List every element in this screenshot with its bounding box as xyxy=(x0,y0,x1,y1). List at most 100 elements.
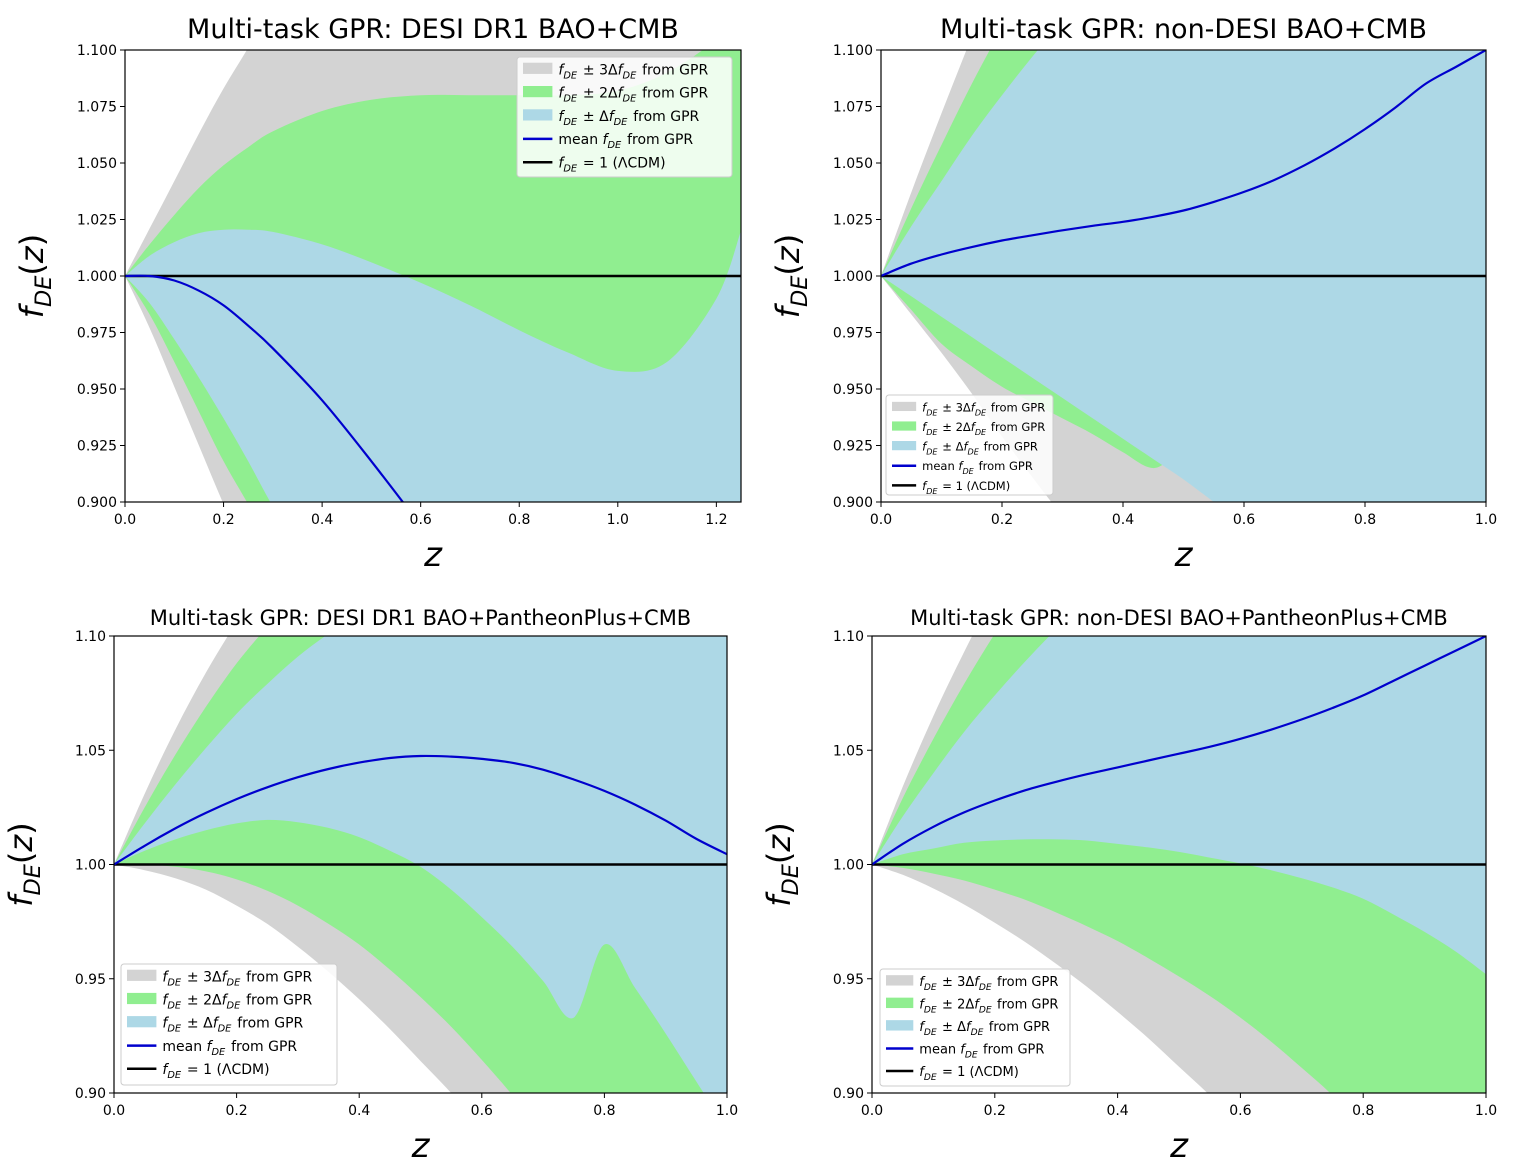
x-tick-label: 0.0 xyxy=(103,1103,125,1119)
chart-title: Multi-task GPR: DESI DR1 BAO+PantheonPlu… xyxy=(150,606,691,630)
x-axis-label: z xyxy=(423,535,443,575)
y-axis-label: fDE(z) xyxy=(13,234,57,318)
legend: fDE ± 3ΔfDE from GPR fDE ± 2ΔfDE from GPR… xyxy=(516,56,733,178)
chart-panel-1: 0.0 0.2 0.4 0.6 0.8 1.0 1.2 0.900 0.925 0.950 0.97… xyxy=(13,14,742,575)
legend-swatch-band1 xyxy=(886,1020,914,1031)
chart-panel-4: 0.0 0.2 0.4 0.6 0.8 1.0 0.90 0.95 1.00 1.05 1.10 Mu… xyxy=(760,606,1497,1166)
legend-swatch-band3 xyxy=(892,401,917,412)
legend-box xyxy=(879,968,1071,1087)
legend-label-lcdm: fDE = 1 (ΛCDM) xyxy=(919,1065,1019,1083)
legend: fDE ± 3ΔfDE from GPR fDE ± 2ΔfDE from GPR… xyxy=(120,963,338,1086)
band-1sigma xyxy=(125,229,741,502)
x-axis-label: z xyxy=(1169,1126,1189,1166)
y-tick-label: 1.00 xyxy=(833,858,864,874)
legend-label-band3: fDE ± 3ΔfDE from GPR xyxy=(922,400,1045,417)
mean-line xyxy=(872,636,1486,866)
chart-title: Multi-task GPR: non-DESI BAO+PantheonPlu… xyxy=(910,606,1448,630)
legend-label-band3: fDE ± 3ΔfDE from GPR xyxy=(919,975,1058,993)
mean-line xyxy=(114,754,727,866)
y-tick-label: 0.95 xyxy=(75,972,106,988)
legend-label-lcdm: fDE = 1 (ΛCDM) xyxy=(558,156,665,175)
legend-swatch-band1 xyxy=(523,109,553,121)
x-tick-label: 0.8 xyxy=(1354,512,1376,528)
y-axis-label: fDE(z) xyxy=(2,822,46,906)
y-tick-label: 1.000 xyxy=(833,269,873,285)
y-tick-label: 1.10 xyxy=(75,629,106,645)
x-tick-label: 0.2 xyxy=(212,512,234,528)
y-tick-label: 1.00 xyxy=(75,858,106,874)
legend-swatch-band1 xyxy=(127,1016,157,1028)
y-tick-label: 1.025 xyxy=(833,213,873,229)
x-tick-label: 0.6 xyxy=(1229,1103,1251,1119)
legend-label-lcdm: fDE = 1 (ΛCDM) xyxy=(922,479,1010,496)
y-tick-label: 1.050 xyxy=(77,156,117,172)
chart-title: Multi-task GPR: non-DESI BAO+CMB xyxy=(940,14,1427,45)
y-axis-label: fDE(z) xyxy=(769,234,813,318)
y-tick-label: 0.900 xyxy=(833,495,873,511)
x-tick-label: 1.0 xyxy=(716,1103,738,1119)
x-tick-label: 0.0 xyxy=(114,512,136,528)
x-tick-label: 0.2 xyxy=(984,1103,1006,1119)
plot-area xyxy=(872,636,1486,1093)
legend-label-band1: fDE ± ΔfDE from GPR xyxy=(919,1020,1050,1038)
y-tick-label: 1.050 xyxy=(833,156,873,172)
band-1sigma xyxy=(872,636,1486,975)
legend-label-band2: fDE ± 2ΔfDE from GPR xyxy=(162,993,312,1012)
y-tick-label: 0.950 xyxy=(833,382,873,398)
y-tick-label: 1.05 xyxy=(833,743,864,759)
legend-swatch-band2 xyxy=(523,86,553,98)
x-tick-label: 1.2 xyxy=(705,512,727,528)
legend-swatch-band1 xyxy=(892,441,917,451)
x-tick-label: 0.8 xyxy=(508,512,530,528)
x-tick-label: 0.4 xyxy=(1106,1103,1128,1119)
mean-line xyxy=(125,274,405,502)
legend-label-lcdm: fDE = 1 (ΛCDM) xyxy=(162,1062,269,1081)
y-tick-label: 1.000 xyxy=(77,269,117,285)
y-tick-label: 1.075 xyxy=(833,100,873,116)
legend: fDE ± 3ΔfDE from GPR fDE ± 2ΔfDE from GPR… xyxy=(879,968,1071,1087)
y-tick-label: 0.95 xyxy=(833,972,864,988)
x-tick-label: 1.0 xyxy=(1475,512,1497,528)
legend-swatch-band2 xyxy=(886,997,914,1009)
x-tick-label: 0.8 xyxy=(1352,1103,1374,1119)
x-tick-label: 0.4 xyxy=(311,512,333,528)
legend-label-mean: mean fDE from GPR xyxy=(919,1042,1044,1060)
x-axis-label: z xyxy=(411,1126,431,1166)
legend-label-band2: fDE ± 2ΔfDE from GPR xyxy=(558,86,708,105)
y-tick-label: 1.10 xyxy=(833,629,864,645)
legend-swatch-band3 xyxy=(127,969,157,981)
x-tick-label: 0.6 xyxy=(471,1103,493,1119)
legend-label-band3: fDE ± 3ΔfDE from GPR xyxy=(162,969,312,988)
legend-label-mean: mean fDE from GPR xyxy=(162,1039,297,1058)
legend-box xyxy=(120,963,338,1086)
plot-area xyxy=(881,50,1486,502)
legend-label-band2: fDE ± 2ΔfDE from GPR xyxy=(919,997,1058,1015)
y-tick-label: 0.90 xyxy=(75,1086,106,1102)
y-tick-label: 0.975 xyxy=(833,326,873,342)
legend-label-band2: fDE ± 2ΔfDE from GPR xyxy=(922,420,1045,437)
legend: fDE ± 3ΔfDE from GPR fDE ± 2ΔfDE from GPR… xyxy=(885,394,1054,496)
x-tick-label: 1.0 xyxy=(1475,1103,1497,1119)
legend-label-band3: fDE ± 3ΔfDE from GPR xyxy=(558,62,708,81)
x-tick-label: 0.2 xyxy=(991,512,1013,528)
x-tick-label: 0.6 xyxy=(1233,512,1255,528)
x-axis-label: z xyxy=(1174,535,1194,575)
plot-area xyxy=(114,636,727,1093)
x-tick-label: 1.0 xyxy=(607,512,629,528)
y-tick-label: 1.05 xyxy=(75,743,106,759)
legend-swatch-band3 xyxy=(523,62,553,74)
y-tick-label: 0.950 xyxy=(77,382,117,398)
legend-box xyxy=(885,394,1054,496)
chart-panel-2: 0.0 0.2 0.4 0.6 0.8 1.0 0.900 0.925 0.950 0.975 1.… xyxy=(769,14,1497,575)
x-tick-label: 0.8 xyxy=(593,1103,615,1119)
legend-label-mean: mean fDE from GPR xyxy=(922,459,1033,476)
y-tick-label: 0.90 xyxy=(833,1086,864,1102)
y-tick-label: 1.100 xyxy=(833,43,873,59)
y-tick-label: 1.100 xyxy=(77,43,117,59)
y-tick-label: 0.925 xyxy=(833,439,873,455)
y-tick-label: 0.900 xyxy=(77,495,117,511)
x-tick-label: 0.2 xyxy=(225,1103,247,1119)
x-tick-label: 0.0 xyxy=(861,1103,883,1119)
y-tick-label: 0.975 xyxy=(77,326,117,342)
